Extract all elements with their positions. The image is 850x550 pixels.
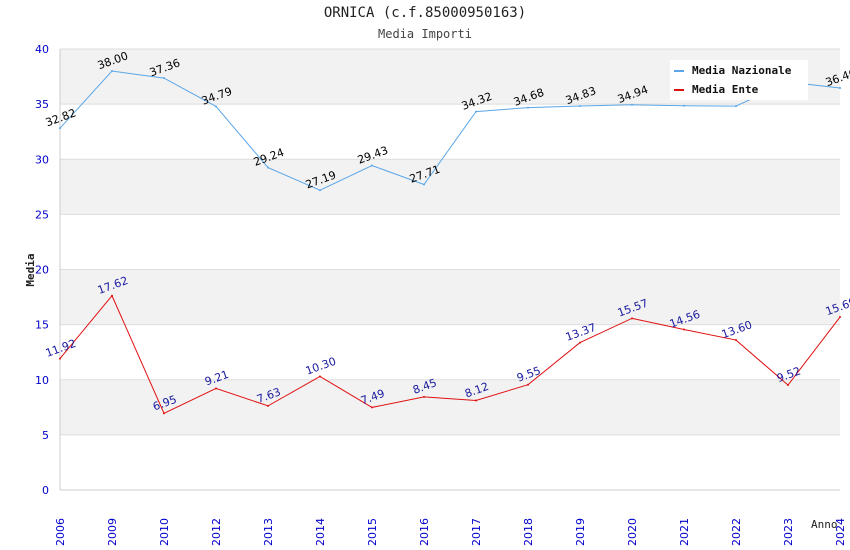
data-point bbox=[423, 183, 425, 186]
x-tick-label: 2017 bbox=[470, 518, 483, 546]
x-tick-label: 2010 bbox=[158, 518, 171, 546]
data-point bbox=[59, 357, 61, 360]
data-point bbox=[631, 103, 633, 106]
data-point bbox=[631, 317, 633, 320]
x-tick-label: 2019 bbox=[574, 518, 587, 546]
x-tick-label: 2015 bbox=[366, 518, 379, 546]
data-point bbox=[475, 399, 477, 402]
data-point bbox=[683, 328, 685, 331]
grid-band bbox=[60, 159, 840, 215]
data-point bbox=[839, 316, 841, 319]
legend-label-media-ente: Media Ente bbox=[692, 83, 759, 96]
x-tick-label: 2020 bbox=[626, 518, 639, 546]
data-point bbox=[735, 105, 737, 108]
chart-legend: Media Nazionale Media Ente bbox=[670, 60, 808, 100]
data-point bbox=[163, 77, 165, 80]
data-point bbox=[839, 87, 841, 90]
data-point bbox=[683, 104, 685, 107]
data-point bbox=[371, 164, 373, 167]
legend-item-media-nazionale: Media Nazionale bbox=[674, 63, 791, 79]
data-point bbox=[475, 110, 477, 113]
data-point bbox=[787, 384, 789, 387]
legend-item-media-ente: Media Ente bbox=[674, 82, 758, 98]
x-tick-label: 2023 bbox=[782, 518, 795, 546]
data-point bbox=[527, 383, 529, 386]
data-label: 11.92 bbox=[44, 337, 78, 360]
y-tick-label: 10 bbox=[35, 374, 49, 387]
x-tick-label: 2012 bbox=[210, 518, 223, 546]
data-point bbox=[579, 104, 581, 107]
data-point bbox=[111, 294, 113, 297]
x-tick-label: 2016 bbox=[418, 518, 431, 546]
x-tick-label: 2006 bbox=[54, 518, 67, 546]
y-tick-label: 25 bbox=[35, 208, 49, 221]
series-line-media-nazionale bbox=[59, 70, 841, 191]
data-point bbox=[163, 412, 165, 415]
data-point bbox=[111, 70, 113, 73]
data-point bbox=[215, 105, 217, 108]
x-tick-label: 2022 bbox=[730, 518, 743, 546]
legend-swatch-media-ente bbox=[674, 89, 684, 91]
x-tick-label: 2013 bbox=[262, 518, 275, 546]
grid-band bbox=[60, 269, 840, 325]
y-tick-label: 5 bbox=[42, 429, 49, 442]
y-tick-label: 35 bbox=[35, 98, 49, 111]
data-point bbox=[579, 341, 581, 344]
y-tick-label: 30 bbox=[35, 153, 49, 166]
y-axis-title: Media bbox=[24, 253, 37, 286]
x-tick-label: 2009 bbox=[106, 518, 119, 546]
legend-label-media-nazionale: Media Nazionale bbox=[692, 64, 792, 77]
data-point bbox=[267, 404, 269, 407]
data-point bbox=[735, 339, 737, 342]
data-point bbox=[527, 106, 529, 109]
y-tick-label: 20 bbox=[35, 264, 49, 277]
data-point bbox=[371, 406, 373, 409]
x-tick-label: 2014 bbox=[314, 518, 327, 546]
chart-subtitle: Media Importi bbox=[378, 27, 472, 41]
data-point bbox=[215, 387, 217, 390]
legend-swatch-media-nazionale bbox=[674, 70, 684, 72]
x-tick-label: 2018 bbox=[522, 518, 535, 546]
x-axis-title: Anno bbox=[811, 518, 838, 531]
grid-band bbox=[60, 379, 840, 435]
chart-title: ORNICA (c.f.85000950163) bbox=[323, 5, 527, 21]
x-tick-label: 2024 bbox=[834, 518, 847, 546]
data-point bbox=[267, 166, 269, 169]
data-point bbox=[423, 395, 425, 398]
data-point bbox=[319, 189, 321, 192]
y-tick-label: 40 bbox=[35, 43, 49, 56]
x-tick-label: 2021 bbox=[678, 518, 691, 546]
series-line-media-ente bbox=[59, 294, 841, 415]
y-tick-label: 0 bbox=[42, 484, 49, 497]
y-tick-label: 15 bbox=[35, 319, 49, 332]
data-label: 10.30 bbox=[304, 355, 338, 378]
data-point bbox=[59, 127, 61, 130]
data-point bbox=[319, 375, 321, 378]
